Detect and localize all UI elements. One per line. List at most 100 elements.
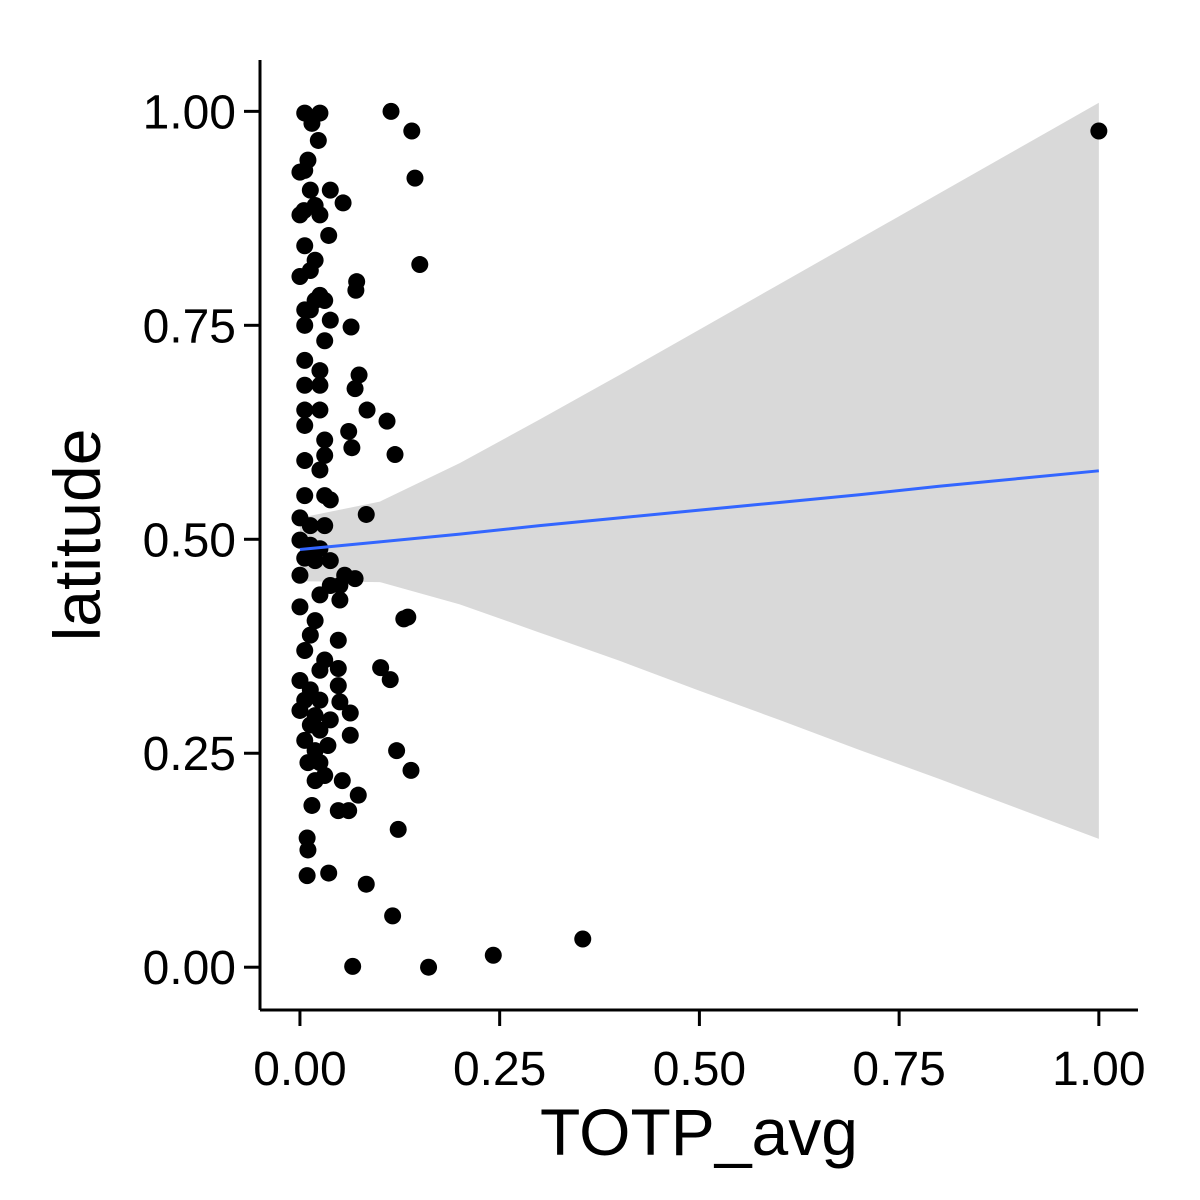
point [296, 416, 314, 434]
point [316, 766, 334, 784]
point [386, 446, 404, 464]
point [340, 422, 358, 440]
point [306, 552, 324, 570]
point [350, 366, 368, 384]
x-tick-label: 0.75 [852, 1043, 945, 1096]
point [357, 875, 375, 893]
point [298, 829, 316, 847]
point [399, 608, 417, 626]
point [296, 237, 314, 255]
point [388, 742, 406, 760]
point [372, 659, 390, 677]
point [311, 754, 329, 772]
point [316, 431, 334, 449]
point [299, 151, 317, 169]
point [311, 461, 329, 479]
point [349, 786, 367, 804]
point [291, 598, 309, 616]
point [311, 401, 329, 419]
point [311, 691, 329, 709]
point [296, 351, 314, 369]
point [1090, 122, 1108, 140]
point [358, 401, 376, 419]
point [321, 181, 339, 199]
point [484, 946, 502, 964]
point [329, 631, 347, 649]
point [311, 206, 329, 224]
point [346, 570, 364, 588]
point [342, 318, 360, 336]
point [420, 958, 438, 976]
point [296, 401, 314, 419]
x-tick-label: 1.00 [1052, 1043, 1145, 1096]
point [301, 517, 319, 535]
x-tick-label: 0.25 [453, 1043, 546, 1096]
point [316, 446, 334, 464]
point [341, 704, 359, 722]
point [311, 586, 329, 604]
point [291, 566, 309, 584]
point [341, 726, 359, 744]
point [296, 376, 314, 394]
point [329, 677, 347, 695]
point [301, 301, 319, 319]
point [320, 864, 338, 882]
y-tick-label: 0.50 [143, 514, 236, 567]
point [311, 661, 329, 679]
point [303, 796, 321, 814]
point [320, 226, 338, 244]
point [311, 721, 329, 739]
y-axis-title: latitude [40, 429, 114, 642]
point [319, 737, 337, 755]
point [402, 761, 420, 779]
point [343, 439, 361, 457]
point [316, 517, 334, 535]
point [303, 114, 321, 132]
x-tick-label: 0.50 [653, 1043, 746, 1096]
point [378, 412, 396, 430]
point [406, 169, 424, 187]
point [382, 102, 400, 120]
point [316, 291, 334, 309]
point [321, 311, 339, 329]
point [321, 552, 339, 570]
point [321, 491, 339, 509]
point [316, 332, 334, 350]
point [403, 122, 421, 140]
point [331, 591, 349, 609]
point [306, 612, 324, 630]
point [384, 907, 402, 925]
point [299, 754, 317, 772]
point [309, 131, 327, 149]
y-tick-label: 1.00 [143, 86, 236, 139]
point [301, 626, 319, 644]
point [296, 642, 314, 660]
point [331, 693, 349, 711]
regression-line [299, 469, 1099, 552]
point [301, 181, 319, 199]
point [291, 163, 309, 181]
point [311, 362, 329, 380]
point [334, 194, 352, 212]
point [296, 316, 314, 334]
point [389, 820, 407, 838]
point [333, 772, 351, 790]
point [321, 711, 339, 729]
point [298, 867, 316, 885]
point [346, 380, 364, 398]
point [296, 731, 314, 749]
point [291, 701, 309, 719]
point [348, 273, 366, 291]
x-axis-title: TOTP_avg [540, 1095, 858, 1169]
y-tick-label: 0.75 [143, 300, 236, 353]
point [381, 671, 399, 689]
x-tick-label: 0.00 [253, 1043, 346, 1096]
confidence-band [299, 102, 1099, 839]
point [329, 660, 347, 678]
y-tick-label: 0.25 [143, 728, 236, 781]
point [344, 957, 362, 975]
point [329, 802, 347, 820]
point [357, 505, 375, 523]
y-tick-label: 0.00 [143, 942, 236, 995]
